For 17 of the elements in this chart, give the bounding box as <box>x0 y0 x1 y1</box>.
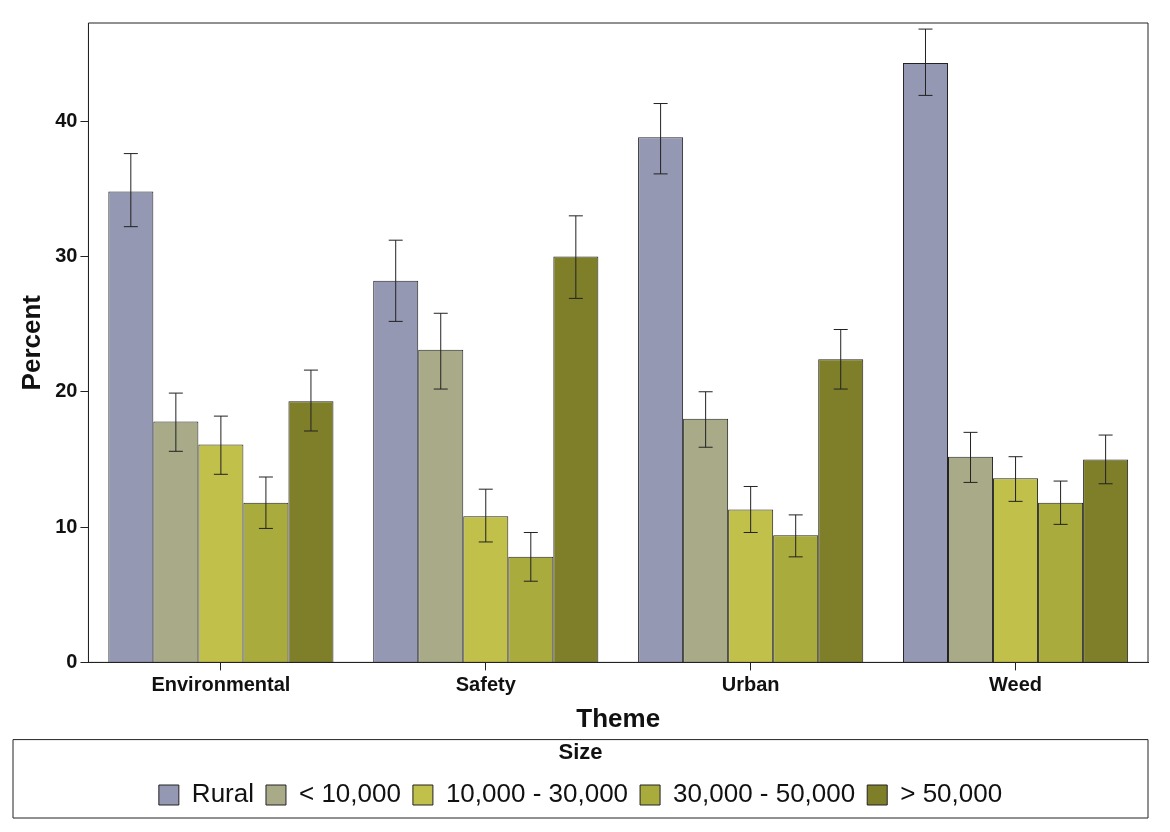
x-tick-label: Safety <box>455 672 517 695</box>
legend-label: < 10,000 <box>298 778 401 809</box>
legend-label: Rural <box>191 778 254 809</box>
y-tick-label: 0 <box>66 649 78 672</box>
y-tick-label: 30 <box>55 243 78 266</box>
y-tick-label: 10 <box>55 514 78 537</box>
y-tick-label: 40 <box>55 108 78 131</box>
legend-title: Size <box>558 738 603 764</box>
legend-label: 30,000 - 50,000 <box>673 778 856 809</box>
x-tick-label: Environmental <box>151 672 291 695</box>
x-tick-label: Urban <box>721 672 780 695</box>
y-axis-title: Percent <box>15 294 46 391</box>
x-axis-title: Theme <box>576 703 661 734</box>
legend-label: > 50,000 <box>900 778 1003 809</box>
y-tick-label: 20 <box>55 379 78 402</box>
x-tick-label: Weed <box>989 672 1043 695</box>
legend-label: 10,000 - 30,000 <box>445 778 629 809</box>
